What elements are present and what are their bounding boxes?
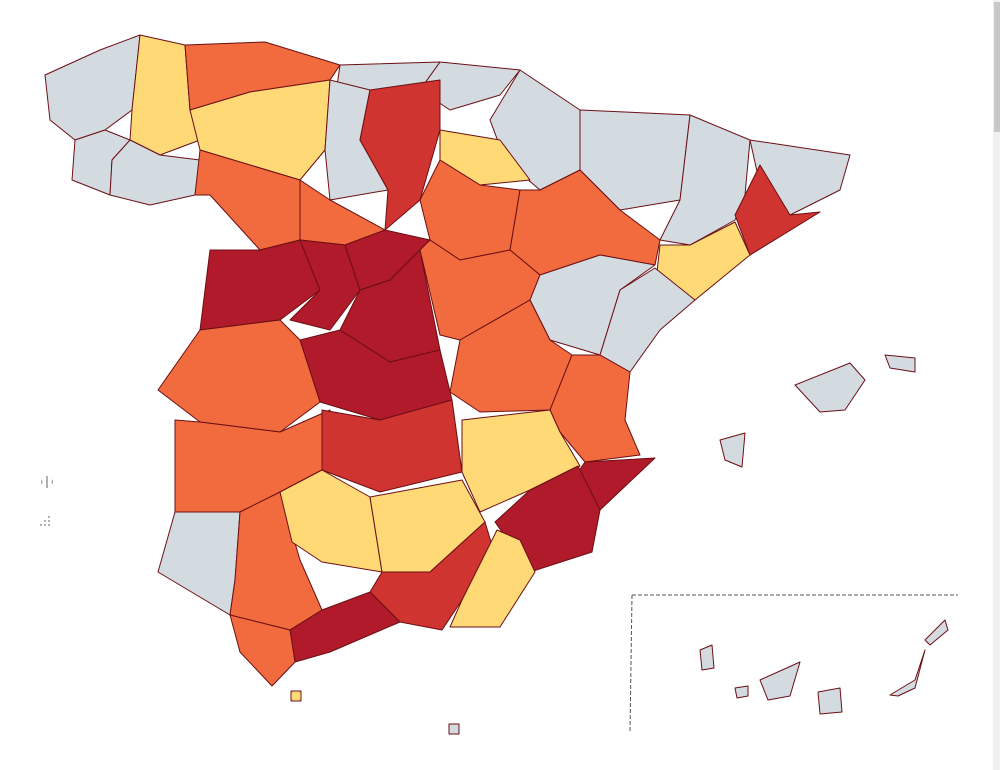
- province[interactable]: [448, 723, 460, 735]
- province[interactable]: [157, 511, 241, 616]
- province[interactable]: [884, 354, 916, 373]
- province[interactable]: [817, 687, 843, 715]
- province[interactable]: [889, 649, 926, 697]
- province[interactable]: [699, 644, 715, 671]
- pan-icon[interactable]: [41, 476, 53, 488]
- province[interactable]: [229, 614, 296, 687]
- province[interactable]: [924, 619, 949, 646]
- province[interactable]: [299, 329, 453, 421]
- province[interactable]: [734, 685, 749, 699]
- zoom-icon[interactable]: [40, 516, 50, 526]
- province[interactable]: [734, 164, 821, 256]
- province[interactable]: [449, 529, 536, 628]
- provinces: [44, 34, 949, 735]
- scrollbar-thumb[interactable]: [994, 2, 1000, 132]
- canary-inset-border: [629, 594, 958, 733]
- province[interactable]: [359, 79, 441, 231]
- province[interactable]: [659, 114, 751, 246]
- province[interactable]: [290, 690, 302, 702]
- province[interactable]: [439, 129, 531, 186]
- province[interactable]: [719, 432, 746, 468]
- province[interactable]: [579, 109, 691, 211]
- province[interactable]: [759, 661, 801, 701]
- province[interactable]: [794, 362, 866, 413]
- province[interactable]: [44, 34, 141, 141]
- scrollbar-track[interactable]: [993, 0, 1000, 770]
- province[interactable]: [157, 319, 321, 433]
